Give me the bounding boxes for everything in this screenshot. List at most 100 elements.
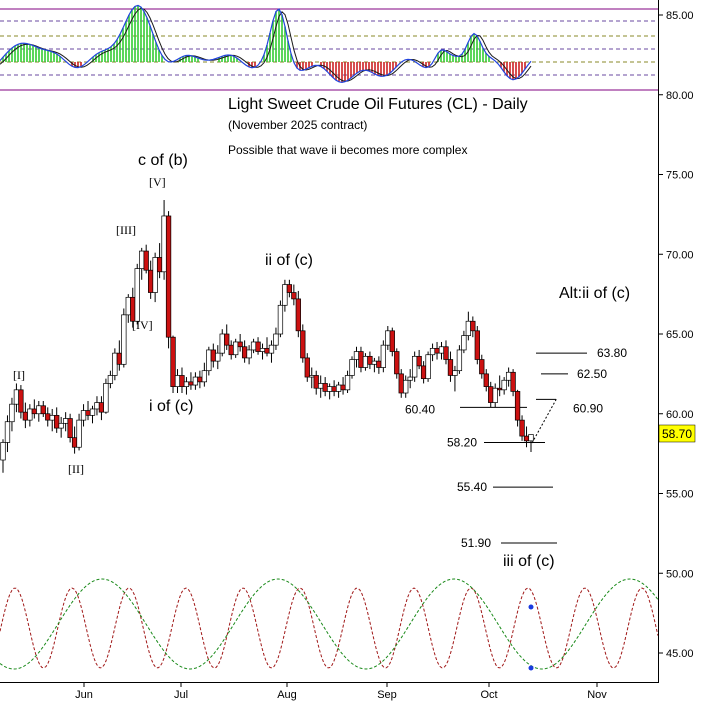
candle-body xyxy=(36,405,42,415)
projection-line xyxy=(531,397,558,444)
candle-body xyxy=(349,359,355,376)
candle-body xyxy=(233,341,239,356)
candle-body xyxy=(523,435,530,442)
candle-body xyxy=(367,355,373,365)
short-cycle-line xyxy=(0,587,659,669)
candle-body xyxy=(116,352,122,365)
y-tick-label: 80.00 xyxy=(666,90,694,102)
momentum-indicator-panel xyxy=(0,4,658,91)
y-tick-label: 75.00 xyxy=(666,170,694,182)
candle-body xyxy=(197,376,203,383)
candle-body xyxy=(398,373,404,394)
candle-body xyxy=(461,335,467,351)
x-tick-label: Oct xyxy=(480,689,497,701)
candle-body xyxy=(403,379,409,394)
wave-label-alt-ii-of-c: Alt:ii of (c) xyxy=(559,285,630,302)
wave-label-iii: [III] xyxy=(116,223,136,237)
candle-body xyxy=(148,269,154,293)
candle-body xyxy=(98,402,105,413)
candle-body xyxy=(54,414,60,429)
candle-body xyxy=(76,419,82,448)
candle-body xyxy=(429,348,436,356)
candle-body xyxy=(519,419,525,437)
candle-body xyxy=(273,333,279,346)
candle-body xyxy=(394,351,400,375)
wave-label-c-of-b: c of (b) xyxy=(138,152,188,169)
candle-body xyxy=(510,371,516,392)
candle-body xyxy=(165,215,172,338)
candle-body xyxy=(282,284,288,306)
candle-body xyxy=(465,320,472,336)
candle-body xyxy=(380,344,386,368)
candle-body xyxy=(416,355,422,367)
candle-body xyxy=(250,341,257,351)
candle-body xyxy=(385,330,391,346)
candle-body xyxy=(528,434,534,442)
candle-body xyxy=(210,349,216,362)
candle-body xyxy=(80,410,87,421)
candle-body xyxy=(237,341,243,348)
candle-body xyxy=(103,383,109,413)
candle-body xyxy=(40,405,46,415)
level-label: 55.40 xyxy=(457,480,487,494)
level-label: 62.50 xyxy=(577,367,607,381)
last-price-badge xyxy=(658,424,696,443)
last-price-value: 58.70 xyxy=(662,427,692,441)
candle-body xyxy=(259,348,266,352)
candle-body xyxy=(456,349,463,372)
candle-body xyxy=(246,349,252,359)
candle-body xyxy=(179,375,185,387)
candle-body xyxy=(139,250,145,269)
candle-body xyxy=(488,386,494,403)
candle-body xyxy=(407,376,413,381)
candle-body xyxy=(268,344,275,354)
candle-body xyxy=(295,298,301,332)
candle-body xyxy=(497,387,503,391)
y-tick-label: 55.00 xyxy=(666,489,694,501)
wave-label-iii-of-c: iii of (c) xyxy=(503,553,555,570)
candle-body xyxy=(434,348,440,354)
candle-body xyxy=(62,418,69,424)
candle-body xyxy=(45,413,51,421)
wave-label-i: [I] xyxy=(13,368,25,382)
candle-body xyxy=(353,351,360,360)
candle-body xyxy=(514,391,521,421)
candle-body xyxy=(277,304,284,335)
candle-body xyxy=(228,344,234,356)
level-label: 51.90 xyxy=(461,536,491,550)
x-tick-label: Aug xyxy=(277,689,297,701)
candle-body xyxy=(192,376,199,386)
candle-body xyxy=(318,383,324,389)
candle-body xyxy=(0,442,6,461)
candle-body xyxy=(224,333,230,346)
candle-body xyxy=(425,354,431,380)
candle-body xyxy=(412,355,418,378)
candle-body xyxy=(170,336,176,387)
candle-body xyxy=(206,349,212,372)
candle-body xyxy=(309,375,315,378)
candle-body xyxy=(304,357,310,378)
indicator-histogram xyxy=(2,5,526,83)
indicator-signal-line xyxy=(0,7,532,82)
candle-body xyxy=(264,348,270,354)
candle-body xyxy=(134,268,140,322)
candle-body xyxy=(121,314,127,365)
candle-body xyxy=(335,384,342,392)
candle-body xyxy=(143,250,149,271)
y-tick-label: 45.00 xyxy=(666,648,694,660)
x-tick-label: Jun xyxy=(75,689,93,701)
price-candles xyxy=(0,200,534,473)
wave-label-ii-of-c: ii of (c) xyxy=(265,252,313,269)
candle-body xyxy=(107,375,114,384)
candle-body xyxy=(326,386,333,392)
candle-body xyxy=(31,408,37,415)
candle-body xyxy=(219,333,225,354)
candle-body xyxy=(201,370,208,383)
candle-body xyxy=(286,284,293,293)
wave-label-ii: [II] xyxy=(68,462,84,476)
candle-body xyxy=(344,375,351,391)
candle-body xyxy=(358,351,364,368)
candle-body xyxy=(94,402,100,410)
y-tick-label: 85.00 xyxy=(666,10,694,22)
